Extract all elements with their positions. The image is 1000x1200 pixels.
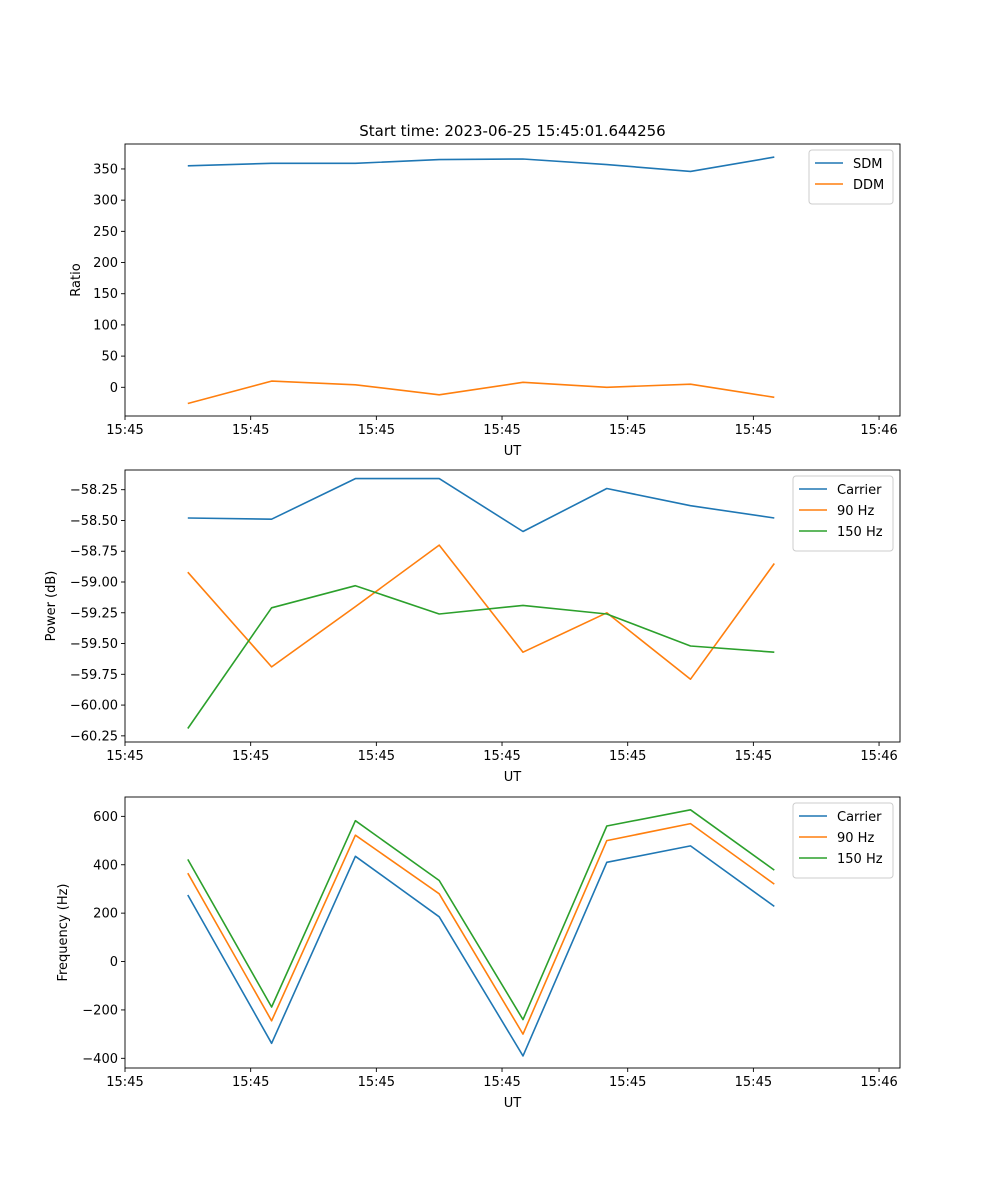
x-tick-label: 15:45 <box>609 749 646 764</box>
legend: SDM DDM <box>808 149 894 205</box>
x-tick-label: 15:45 <box>106 423 143 438</box>
x-tick-label: 15:46 <box>860 423 897 438</box>
subplot-1: 15:45 15:45 15:45 15:45 15:45 15:45 15:46 0 50 10… <box>69 143 901 459</box>
y-tick-label: −60.00 <box>70 699 118 714</box>
x-tick-label: 15:45 <box>106 1075 143 1090</box>
series-line-carrier <box>187 845 775 1057</box>
figure-title: Start time: 2023-06-25 15:45:01.644256 <box>359 122 665 140</box>
y-tick-label: 400 <box>93 858 118 873</box>
x-tick-label: 15:45 <box>358 1075 395 1090</box>
legend-label: 150 Hz <box>837 852 883 867</box>
y-tick-label: 200 <box>93 256 118 271</box>
y-tick-label: −200 <box>82 1003 118 1018</box>
x-axis-label: UT <box>504 1096 522 1111</box>
y-tick-label: 200 <box>93 907 118 922</box>
x-tick-label: 15:46 <box>860 749 897 764</box>
x-tick-label: 15:45 <box>232 1075 269 1090</box>
y-tick-label: −59.75 <box>70 668 118 683</box>
y-tick-label: −400 <box>82 1052 118 1067</box>
y-tick-label: −58.50 <box>70 514 118 529</box>
series-line-90-hz <box>187 544 775 681</box>
x-tick-label: 15:45 <box>609 1075 646 1090</box>
series-line-90-hz <box>187 822 775 1035</box>
y-tick-label: 350 <box>93 162 118 177</box>
y-tick-label: 600 <box>93 810 118 825</box>
subplots: 15:45 15:45 15:45 15:45 15:45 15:45 15:46 0 50 10… <box>44 143 901 1111</box>
legend-label: DDM <box>853 178 884 193</box>
series-line-ddm <box>187 380 775 405</box>
y-tick-label: 100 <box>93 318 118 333</box>
y-axis-label: Power (dB) <box>44 571 59 642</box>
y-tick-label: −58.75 <box>70 545 118 560</box>
y-tick-label: 250 <box>93 225 118 240</box>
y-tick-label: −60.25 <box>70 729 118 744</box>
x-tick-label: 15:45 <box>483 749 520 764</box>
x-tick-label: 15:45 <box>735 1075 772 1090</box>
series-line-sdm <box>187 156 775 173</box>
y-tick-label: 50 <box>101 350 118 365</box>
legend-label: 90 Hz <box>837 504 874 519</box>
x-tick-label: 15:45 <box>232 423 269 438</box>
subplot-3: 15:45 15:45 15:45 15:45 15:45 15:45 15:46 −400 −… <box>56 796 901 1111</box>
legend-box <box>792 475 894 552</box>
legend-label: 150 Hz <box>837 525 883 540</box>
axes-frame <box>124 796 901 1069</box>
x-tick-label: 15:45 <box>735 423 772 438</box>
x-tick-label: 15:45 <box>609 423 646 438</box>
legend: Carrier 90 Hz 150 Hz <box>792 802 894 879</box>
y-tick-label: 0 <box>110 955 118 970</box>
x-tick-label: 15:45 <box>483 1075 520 1090</box>
y-tick-label: −59.00 <box>70 576 118 591</box>
series-line-150-hz <box>187 808 775 1021</box>
legend-label: SDM <box>853 157 882 172</box>
legend-label: Carrier <box>837 810 882 825</box>
y-tick-label: 300 <box>93 194 118 209</box>
x-axis-label: UT <box>504 770 522 785</box>
x-tick-label: 15:45 <box>358 749 395 764</box>
x-axis-label: UT <box>504 444 522 459</box>
series-line-150-hz <box>187 584 775 729</box>
x-tick-label: 15:45 <box>106 749 143 764</box>
legend-label: 90 Hz <box>837 831 874 846</box>
legend-box <box>792 802 894 879</box>
subplot-2: 15:45 15:45 15:45 15:45 15:45 15:45 15:46 −60.2… <box>44 469 901 785</box>
legend: Carrier 90 Hz 150 Hz <box>792 475 894 552</box>
y-axis-label: Ratio <box>69 263 84 296</box>
x-tick-label: 15:46 <box>860 1075 897 1090</box>
legend-label: Carrier <box>837 483 882 498</box>
y-tick-label: −59.25 <box>70 606 118 621</box>
y-tick-label: −59.50 <box>70 637 118 652</box>
y-axis-label: Frequency (Hz) <box>56 883 71 981</box>
y-tick-label: −58.25 <box>70 483 118 498</box>
y-tick-label: 0 <box>110 381 118 396</box>
axes-frame <box>124 469 901 743</box>
y-tick-label: 150 <box>93 287 118 302</box>
x-tick-label: 15:45 <box>358 423 395 438</box>
axes-frame <box>124 143 901 417</box>
x-tick-label: 15:45 <box>232 749 269 764</box>
series-line-carrier <box>187 477 775 533</box>
x-tick-label: 15:45 <box>483 423 520 438</box>
x-tick-label: 15:45 <box>735 749 772 764</box>
